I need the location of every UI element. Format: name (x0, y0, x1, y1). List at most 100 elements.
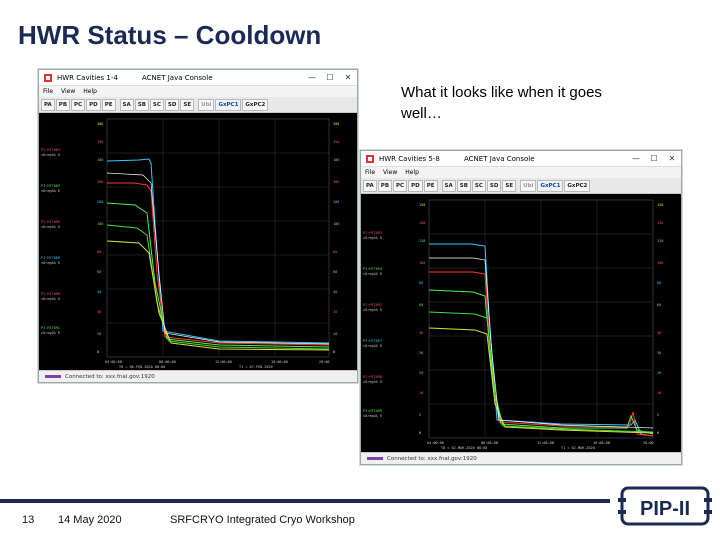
svg-text:vDreg0A R: vDreg0A R (363, 272, 383, 276)
status-bar: Connected to: xxx.fnal.gov:1920 (361, 452, 681, 464)
trend-plot[interactable]: PI:HT7093 vDreg0A R PI:HT7093 vDreg0A R PI… (361, 194, 681, 452)
svg-text:200: 200 (97, 200, 103, 204)
svg-text:150: 150 (97, 140, 103, 144)
trace-white (429, 257, 654, 429)
svg-text:12:00:00: 12:00:00 (215, 360, 232, 364)
tab-gxpc2[interactable]: GxPC2 (242, 98, 269, 111)
svg-text:PI:HT7083: PI:HT7083 (41, 148, 60, 152)
window-titlebar[interactable]: HWR Cavities 1-4 ACNET Java Console — ☐ … (39, 70, 357, 86)
tab-sc[interactable]: SC (149, 98, 164, 111)
svg-text:vDreg0A R: vDreg0A R (41, 189, 61, 193)
tab-gxpc1[interactable]: GxPC1 (215, 98, 242, 111)
svg-text:150: 150 (333, 140, 339, 144)
svg-text:20:00: 20:00 (643, 441, 654, 445)
maximize-icon[interactable]: ☐ (650, 154, 658, 163)
tab-gxpc2[interactable]: GxPC2 (564, 179, 591, 192)
tab-pd[interactable]: PD (408, 179, 423, 192)
svg-text:60: 60 (657, 303, 661, 307)
tab-sc[interactable]: SC (471, 179, 486, 192)
plot-grid (106, 118, 330, 358)
status-text: Connected to: xxx.fnal.gov:1920 (387, 455, 477, 462)
slide-caption: What it looks like when it goes well… (401, 84, 602, 122)
svg-text:5: 5 (657, 413, 659, 417)
tab-sd[interactable]: SD (486, 179, 502, 192)
menu-help[interactable]: Help (405, 169, 419, 176)
menu-file[interactable]: File (365, 169, 376, 176)
tab-sb[interactable]: SB (134, 98, 149, 111)
tab-pa[interactable]: PA (41, 98, 55, 111)
svg-text:80: 80 (657, 281, 661, 285)
tab-sa[interactable]: SA (441, 179, 456, 192)
svg-text:80: 80 (97, 250, 101, 254)
trend-plot[interactable]: PI:HT7083 vDreg0A R PI:HT7083 vDreg0A R PI… (39, 113, 357, 370)
tab-sb[interactable]: SB (456, 179, 471, 192)
close-icon[interactable]: ✕ (668, 154, 676, 163)
menu-file[interactable]: File (43, 88, 54, 95)
tab-se[interactable]: SE (502, 179, 517, 192)
trace-red (429, 271, 654, 437)
tab-pd[interactable]: PD (86, 98, 101, 111)
svg-text:vDreg0A R: vDreg0A R (41, 331, 61, 335)
minimize-icon[interactable]: — (308, 73, 316, 82)
svg-text:PI:HT7097: PI:HT7097 (363, 339, 382, 343)
minimize-icon[interactable]: — (632, 154, 640, 163)
menu-bar: File View Help (39, 86, 357, 97)
svg-text:T1 = 02-MAR-2020: T1 = 02-MAR-2020 (561, 446, 595, 450)
tab-se[interactable]: SE (180, 98, 195, 111)
tab-gxpc1[interactable]: GxPC1 (537, 179, 564, 192)
svg-text:vDreg0A R: vDreg0A R (363, 308, 383, 312)
svg-text:200: 200 (333, 200, 339, 204)
window-title: HWR Cavities 1-4 (57, 73, 118, 82)
svg-text:100: 100 (97, 158, 103, 162)
svg-text:30: 30 (97, 310, 101, 314)
menu-view[interactable]: View (61, 88, 76, 95)
console-window-right[interactable]: HWR Cavities 5-8 ACNET Java Console — ☐ … (360, 150, 682, 465)
svg-text:150: 150 (657, 203, 663, 207)
trace-yellow (106, 240, 330, 351)
svg-text:300: 300 (333, 122, 339, 126)
svg-text:0: 0 (657, 431, 659, 435)
footer-event: SRFCRYO Integrated Cryo Workshop (170, 514, 355, 526)
x-axis-labels: 04:00:00 08:00:00 12:00:00 16:00:00 20:00 T0… (427, 441, 654, 450)
tab-pe[interactable]: PE (101, 98, 116, 111)
svg-text:0: 0 (419, 431, 421, 435)
svg-text:vDreg0A R: vDreg0A R (363, 344, 383, 348)
tab-sa[interactable]: SA (119, 98, 134, 111)
tab-pc[interactable]: PC (393, 179, 408, 192)
svg-text:20:00: 20:00 (319, 360, 330, 364)
svg-text:PI:HT7089: PI:HT7089 (41, 220, 60, 224)
svg-text:30: 30 (657, 351, 661, 355)
svg-text:150: 150 (419, 203, 425, 207)
footer-date: 14 May 2020 (58, 514, 122, 526)
tab-ubi[interactable]: Ubi (520, 179, 537, 192)
svg-text:100: 100 (333, 222, 339, 226)
menu-view[interactable]: View (383, 169, 398, 176)
svg-text:80: 80 (419, 281, 423, 285)
svg-text:08:00:00: 08:00:00 (481, 441, 498, 445)
tab-pa[interactable]: PA (363, 179, 377, 192)
window-titlebar[interactable]: HWR Cavities 5-8 ACNET Java Console — ☐ … (361, 151, 681, 167)
svg-text:150: 150 (657, 221, 663, 225)
trace-green-1 (428, 289, 654, 435)
tab-pb[interactable]: PB (55, 98, 71, 111)
tab-sd[interactable]: SD (164, 98, 180, 111)
trace-cyan (429, 243, 654, 437)
svg-text:300: 300 (97, 122, 103, 126)
maximize-icon[interactable]: ☐ (326, 73, 334, 82)
status-text: Connected to: xxx.fnal.gov:1920 (65, 373, 155, 380)
tab-pc[interactable]: PC (71, 98, 86, 111)
tab-pb[interactable]: PB (377, 179, 393, 192)
page-number: 13 (22, 514, 35, 526)
console-window-left[interactable]: HWR Cavities 1-4 ACNET Java Console — ☐ … (38, 69, 358, 383)
tab-pe[interactable]: PE (423, 179, 438, 192)
plot-traces (106, 158, 330, 351)
x-axis-labels: 04:00:00 08:00:00 12:00:00 16:00:00 20:00 T0… (105, 360, 330, 369)
menu-help[interactable]: Help (83, 88, 97, 95)
svg-text:60: 60 (333, 270, 337, 274)
plot-traces (428, 243, 654, 437)
svg-text:PI:HT7093: PI:HT7093 (363, 231, 382, 235)
tab-ubi[interactable]: Ubi (198, 98, 215, 111)
close-icon[interactable]: ✕ (344, 73, 352, 82)
